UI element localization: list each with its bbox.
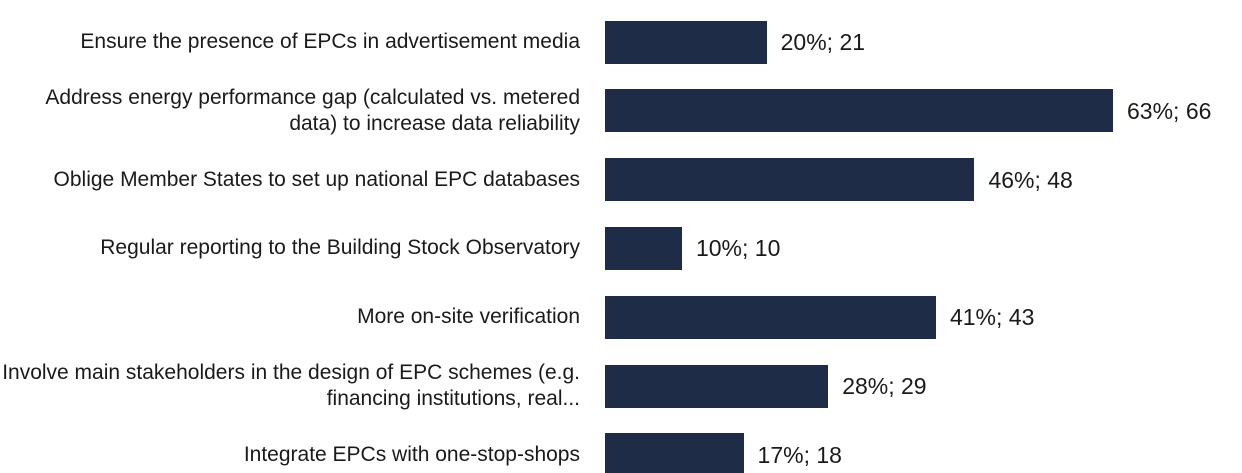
bar — [605, 433, 744, 473]
bar — [605, 89, 1113, 133]
category-label: Integrate EPCs with one-stop-shops — [243, 442, 580, 466]
bar — [605, 158, 975, 202]
category-label: Regular reporting to the Building Stock … — [100, 236, 580, 260]
value-label: 20%; 21 — [780, 29, 866, 55]
bar — [605, 226, 682, 270]
value-label: 10%; 10 — [695, 235, 781, 262]
category-label: More on-site verification — [357, 305, 580, 329]
category-label: Oblige Member States to set up national … — [53, 167, 580, 191]
value-label: 28%; 29 — [842, 373, 927, 399]
category-label: Ensure the presence of EPCs in advertise… — [80, 30, 580, 53]
category-label: Address energy performance gap (calculat… — [45, 85, 580, 135]
bar — [605, 364, 829, 408]
value-label: 46%; 48 — [988, 166, 1073, 193]
value-label: 17%; 18 — [757, 441, 842, 468]
category-label: Involve main stakeholders in the design … — [2, 361, 580, 410]
bar — [605, 295, 936, 339]
value-label: 41%; 43 — [949, 304, 1035, 331]
bar — [605, 20, 767, 64]
value-label: 63%; 66 — [1127, 97, 1212, 124]
